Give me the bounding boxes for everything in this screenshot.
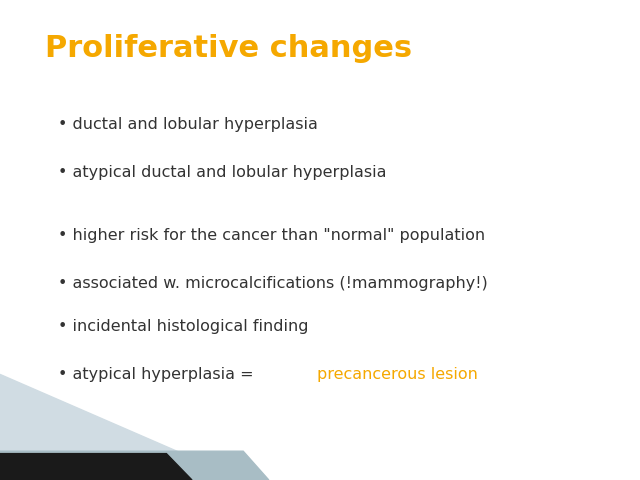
Text: • incidental histological finding: • incidental histological finding: [58, 319, 308, 334]
Text: Proliferative changes: Proliferative changes: [45, 34, 412, 62]
Polygon shape: [0, 454, 192, 480]
Text: • atypical hyperplasia =: • atypical hyperplasia =: [58, 367, 259, 382]
Polygon shape: [0, 451, 269, 480]
Text: • atypical ductal and lobular hyperplasia: • atypical ductal and lobular hyperplasi…: [58, 165, 386, 180]
Polygon shape: [0, 374, 243, 480]
Text: precancerous lesion: precancerous lesion: [317, 367, 477, 382]
Text: • associated w. microcalcifications (!mammography!): • associated w. microcalcifications (!ma…: [58, 276, 487, 291]
Text: • ductal and lobular hyperplasia: • ductal and lobular hyperplasia: [58, 117, 317, 132]
Text: • higher risk for the cancer than "normal" population: • higher risk for the cancer than "norma…: [58, 228, 484, 243]
